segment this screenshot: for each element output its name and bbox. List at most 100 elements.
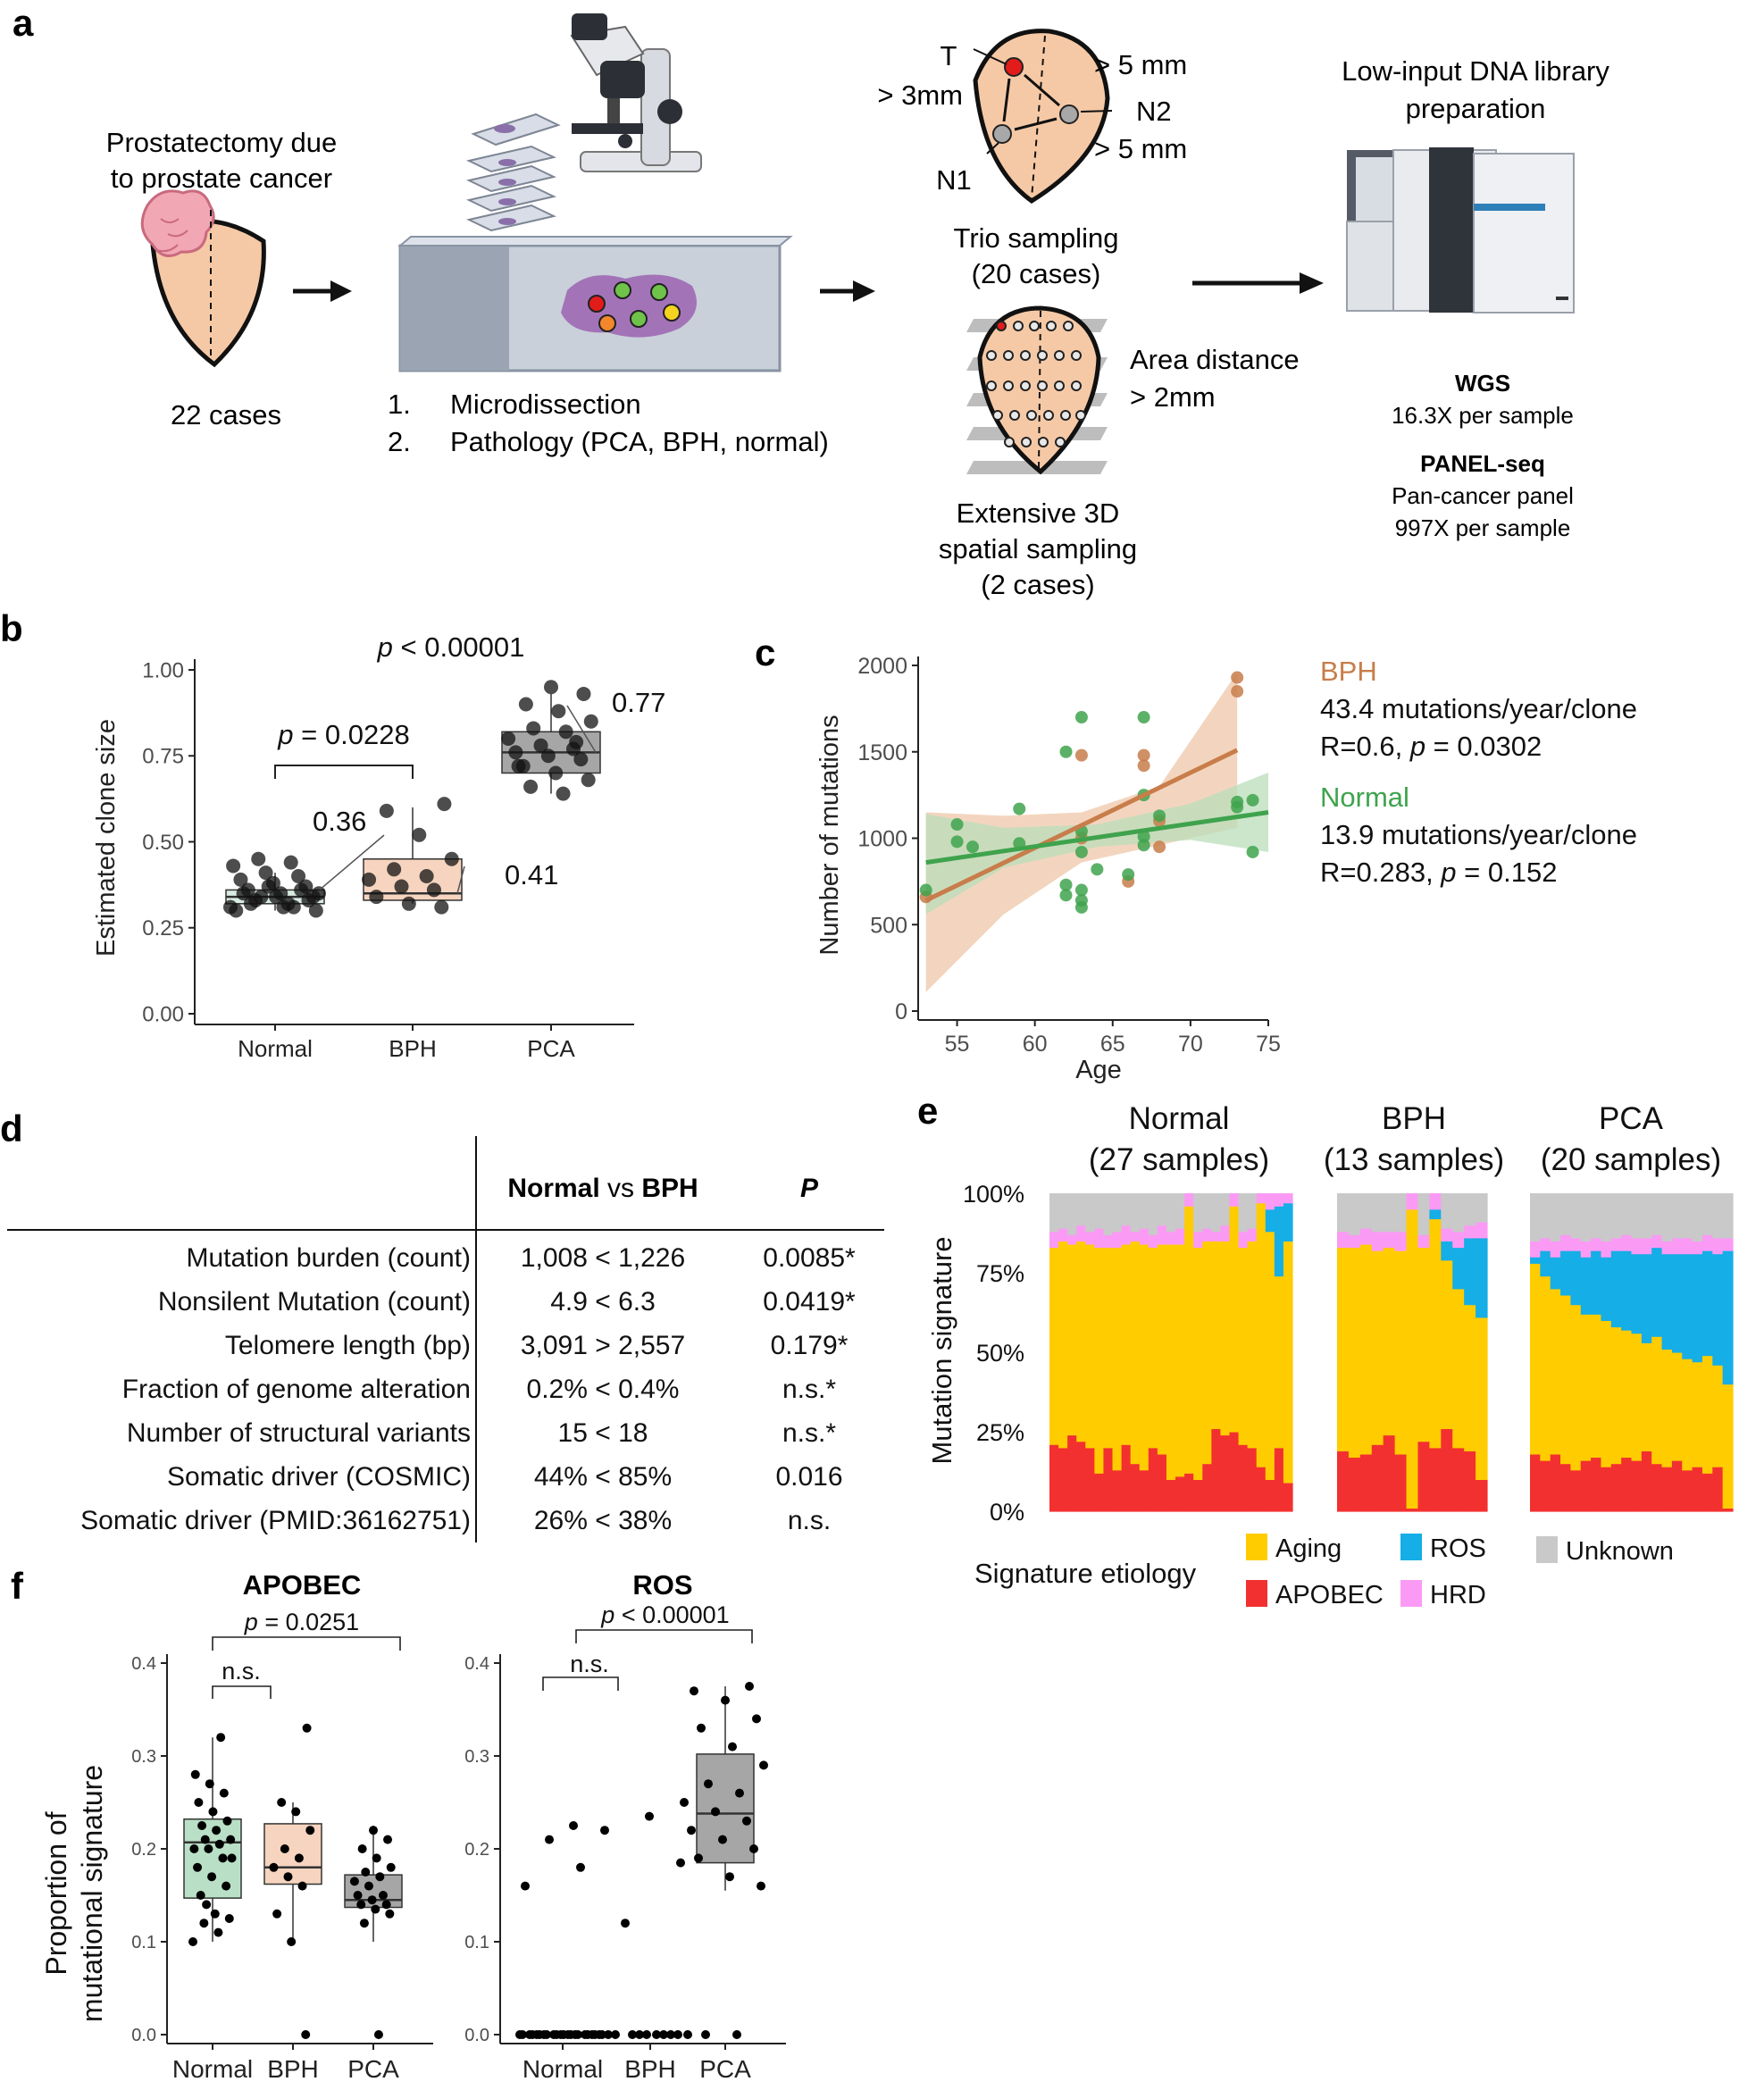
segment-unknown xyxy=(1530,1193,1541,1241)
data-point xyxy=(694,1853,703,1863)
segment-aging xyxy=(1417,1247,1430,1442)
y-tick-label: 0.4 xyxy=(464,1654,489,1674)
segment-apobec xyxy=(1661,1467,1673,1512)
label-leader xyxy=(566,705,597,753)
bph-stat-prefix: R=0.6, xyxy=(1320,731,1410,762)
segment-hrd xyxy=(1530,1241,1541,1258)
segment-apobec xyxy=(1220,1434,1231,1512)
median-value-label: 0.77 xyxy=(612,687,665,718)
row-p-value: 0.179* xyxy=(771,1331,849,1360)
segment-aging xyxy=(1591,1314,1602,1459)
segment-aging xyxy=(1157,1243,1167,1455)
legend-swatch-ros xyxy=(1400,1534,1422,1560)
segment-aging xyxy=(1247,1241,1258,1449)
prostate-organ-icon xyxy=(140,189,266,368)
data-point xyxy=(379,803,394,818)
data-point xyxy=(357,1844,367,1853)
segment-hrd xyxy=(1601,1241,1612,1258)
row-value: 4.9 < 6.3 xyxy=(550,1287,656,1317)
segment-apobec xyxy=(1452,1447,1465,1512)
segment-apobec xyxy=(1049,1444,1059,1512)
data-point xyxy=(210,1909,220,1919)
y-tick-label: 0.3 xyxy=(464,1747,489,1767)
wgs-title: WGS xyxy=(1455,370,1510,397)
segment-unknown xyxy=(1671,1193,1683,1239)
segment-hrd xyxy=(1265,1193,1275,1210)
data-point xyxy=(261,879,276,894)
segment-aging xyxy=(1121,1243,1132,1445)
segment-ros xyxy=(1621,1250,1633,1331)
data-point xyxy=(227,1853,237,1863)
segment-hrd xyxy=(1429,1193,1442,1210)
segment-unknown xyxy=(1464,1193,1476,1226)
data-point xyxy=(258,865,273,881)
data-point xyxy=(566,2030,575,2039)
data-point xyxy=(205,1779,214,1789)
fit-line-bph xyxy=(924,748,1239,903)
data-point xyxy=(590,2030,599,2039)
segment-aging xyxy=(1701,1355,1713,1474)
data-point xyxy=(280,1844,289,1853)
segment-apobec xyxy=(1229,1432,1240,1512)
segment-aging xyxy=(1256,1202,1267,1467)
data-point xyxy=(552,2030,561,2039)
segment-ros xyxy=(1550,1257,1561,1290)
segment-unknown xyxy=(1476,1193,1488,1223)
segment-ros xyxy=(1682,1253,1693,1359)
segment-apobec xyxy=(1417,1441,1430,1512)
header-vs: vs xyxy=(600,1174,642,1203)
clone-size-boxplot: Estimated clone size 0.00 0.25 0.50 0.75 1.0… xyxy=(92,631,665,1062)
x-tick-label: BPH xyxy=(389,1035,436,1062)
segment-hrd xyxy=(1283,1193,1293,1204)
data-point xyxy=(372,1853,381,1863)
data-point xyxy=(611,2030,620,2039)
segment-apobec xyxy=(1610,1463,1622,1512)
legend-bph-name: BPH xyxy=(1320,656,1377,687)
segment-aging xyxy=(1085,1243,1095,1449)
data-point xyxy=(222,1881,231,1891)
segment-unknown xyxy=(1148,1193,1158,1235)
segment-unknown xyxy=(1417,1193,1430,1235)
row-label: Telomere length (bp) xyxy=(225,1331,471,1360)
segment-apobec xyxy=(1058,1447,1068,1512)
segment-unknown xyxy=(1220,1193,1231,1226)
segment-hrd xyxy=(1193,1231,1203,1249)
segment-aging xyxy=(1610,1326,1622,1465)
segment-apobec xyxy=(1530,1453,1541,1512)
y-tick-label: 1.00 xyxy=(142,658,184,682)
step1-text: Microdissection xyxy=(450,389,641,420)
segment-aging xyxy=(1580,1314,1592,1461)
segment-hrd xyxy=(1712,1237,1724,1255)
mutations-scatter: Number of mutations Age BPH 43.4 mutatio… xyxy=(815,654,1637,1084)
segment-hrd xyxy=(1641,1237,1652,1255)
segment-aging xyxy=(1094,1247,1105,1474)
area-distance-text-2: > 2mm xyxy=(1130,381,1216,413)
data-point xyxy=(511,758,526,773)
signature-stacked-bars: Mutation signature Signature etiology 0%… xyxy=(926,1101,1734,1609)
segment-apobec xyxy=(1406,1508,1419,1512)
data-point xyxy=(645,1811,654,1821)
data-point xyxy=(757,1881,765,1891)
y-tick-label: 0.1 xyxy=(464,1933,489,1952)
segment-unknown xyxy=(1601,1193,1612,1241)
segment-aging xyxy=(1371,1250,1384,1445)
data-point xyxy=(508,745,523,760)
x-tick-label: Normal xyxy=(523,2055,603,2083)
table-row: Fraction of genome alteration 0.2% < 0.4%… xyxy=(122,1375,837,1404)
y-tick-label: 25% xyxy=(976,1419,1024,1446)
median-value-label: 0.41 xyxy=(505,859,558,890)
segment-apobec xyxy=(1283,1482,1293,1512)
row-p-value: n.s. xyxy=(788,1506,831,1535)
x-tick-label: Normal xyxy=(172,2055,253,2083)
normal-stat-prefix: R=0.283, xyxy=(1320,857,1441,888)
data-point xyxy=(219,1788,229,1798)
data-point xyxy=(426,882,441,898)
data-point xyxy=(556,786,571,801)
spatial-organ-icon xyxy=(966,305,1108,475)
data-point xyxy=(222,1816,232,1826)
segment-hrd xyxy=(1610,1237,1622,1251)
data-point-normal xyxy=(1059,878,1073,891)
segment-unknown xyxy=(1621,1193,1633,1235)
p-value-label: p < 0.00001 xyxy=(600,1601,729,1628)
y-axis-label: Estimated clone size xyxy=(92,719,121,957)
